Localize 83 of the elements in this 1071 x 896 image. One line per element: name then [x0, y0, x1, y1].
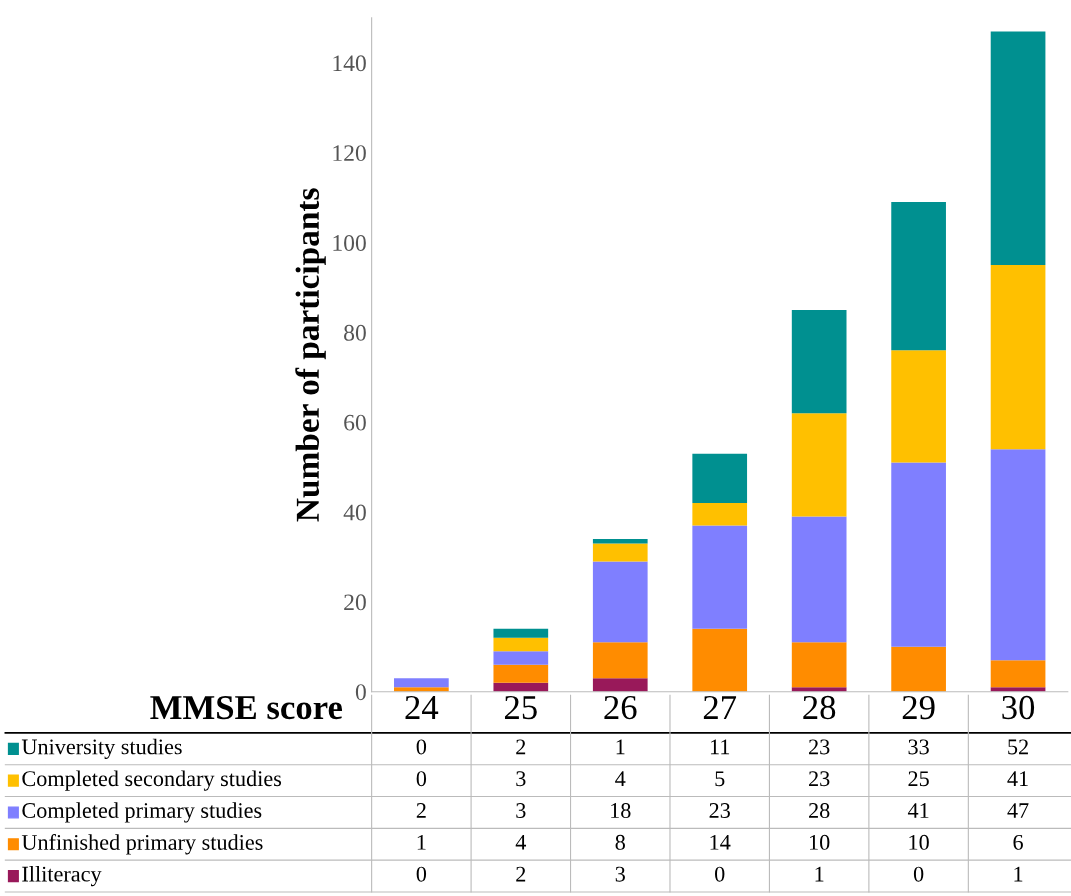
- data-label: 2: [416, 803, 426, 818]
- bar: [493, 664, 549, 683]
- x-tick-label: 25: [504, 695, 537, 720]
- legend-label: Completed secondary studies: [22, 770, 282, 791]
- bar: [990, 31, 1046, 265]
- bar: [692, 525, 748, 629]
- bar: [493, 628, 549, 638]
- bar: [891, 462, 946, 647]
- bar: [592, 561, 648, 643]
- bar: [791, 309, 847, 414]
- data-label: 0: [715, 866, 725, 882]
- data-label: 10: [909, 834, 929, 850]
- data-label: 41: [907, 803, 929, 818]
- data-label: 23: [709, 803, 730, 819]
- y-tick-label: 80: [344, 324, 366, 341]
- bar: [791, 642, 847, 688]
- data-label: 52: [1008, 739, 1028, 755]
- bar: [394, 678, 449, 688]
- bar: [493, 637, 549, 652]
- data-label: 0: [416, 771, 427, 787]
- bar: [692, 453, 748, 504]
- data-label: 23: [809, 739, 830, 755]
- x-tick-label: 27: [703, 695, 737, 719]
- y-axis-title: Number of participants: [295, 188, 326, 522]
- data-label: 0: [416, 739, 427, 755]
- data-label: 1: [815, 866, 824, 882]
- bar: [493, 682, 549, 692]
- legend-label: Illiteracy: [22, 865, 102, 887]
- bar: [692, 503, 748, 526]
- x-tick-label: 30: [1002, 695, 1035, 720]
- data-label: 41: [1007, 771, 1028, 786]
- data-label: 6: [1013, 834, 1023, 850]
- data-label: 11: [710, 739, 730, 755]
- y-tick-label: 100: [333, 235, 366, 251]
- data-label: 28: [809, 803, 830, 819]
- x-tick-label: 24: [405, 695, 439, 719]
- data-label: 1: [1014, 866, 1023, 882]
- data-label: 14: [710, 834, 731, 850]
- data-label: 2: [516, 866, 526, 882]
- y-tick-label: 60: [344, 414, 366, 431]
- data-label: 1: [616, 739, 625, 755]
- data-label: 3: [516, 803, 526, 819]
- x-tick-label: 29: [902, 695, 935, 720]
- y-tick-label: 140: [333, 55, 366, 72]
- bar: [592, 678, 648, 692]
- data-label: 33: [908, 739, 929, 755]
- data-label: 3: [516, 771, 526, 787]
- y-tick-label: 120: [333, 145, 366, 162]
- data-label: 18: [611, 803, 631, 819]
- bar: [990, 264, 1046, 450]
- y-tick-label: 40: [343, 504, 366, 521]
- data-label: 2: [516, 739, 526, 755]
- y-tick-label: 0: [355, 684, 366, 701]
- bar: [891, 202, 946, 351]
- data-label: 23: [809, 771, 830, 787]
- data-label: 25: [908, 771, 929, 787]
- x-tick-label: 26: [604, 695, 637, 720]
- x-tick-label: 28: [803, 695, 836, 720]
- data-label: 0: [416, 866, 427, 882]
- bar: [891, 350, 946, 463]
- bar: [493, 651, 549, 665]
- bar: [990, 660, 1046, 688]
- data-label: 4: [515, 834, 527, 850]
- data-label: 0: [913, 866, 924, 882]
- bar: [592, 642, 648, 679]
- data-label: 3: [615, 866, 625, 882]
- data-label: 47: [1007, 803, 1029, 818]
- data-label: 5: [715, 771, 725, 787]
- data-label: 8: [615, 834, 625, 850]
- bar: [791, 516, 847, 643]
- data-label: 10: [810, 834, 830, 850]
- y-tick-label: 20: [344, 594, 366, 611]
- bar: [791, 413, 847, 517]
- data-label: 1: [417, 834, 426, 850]
- x-axis-title: MMSE score: [150, 695, 343, 720]
- bar: [990, 449, 1046, 661]
- bar: [692, 628, 748, 692]
- bar: [592, 543, 648, 562]
- data-label: 4: [615, 771, 626, 786]
- legend-label: Unfinished primary studies: [21, 834, 263, 855]
- legend-label: University studies: [21, 738, 182, 759]
- legend-label: Completed primary studies: [22, 802, 262, 823]
- bar: [891, 646, 946, 692]
